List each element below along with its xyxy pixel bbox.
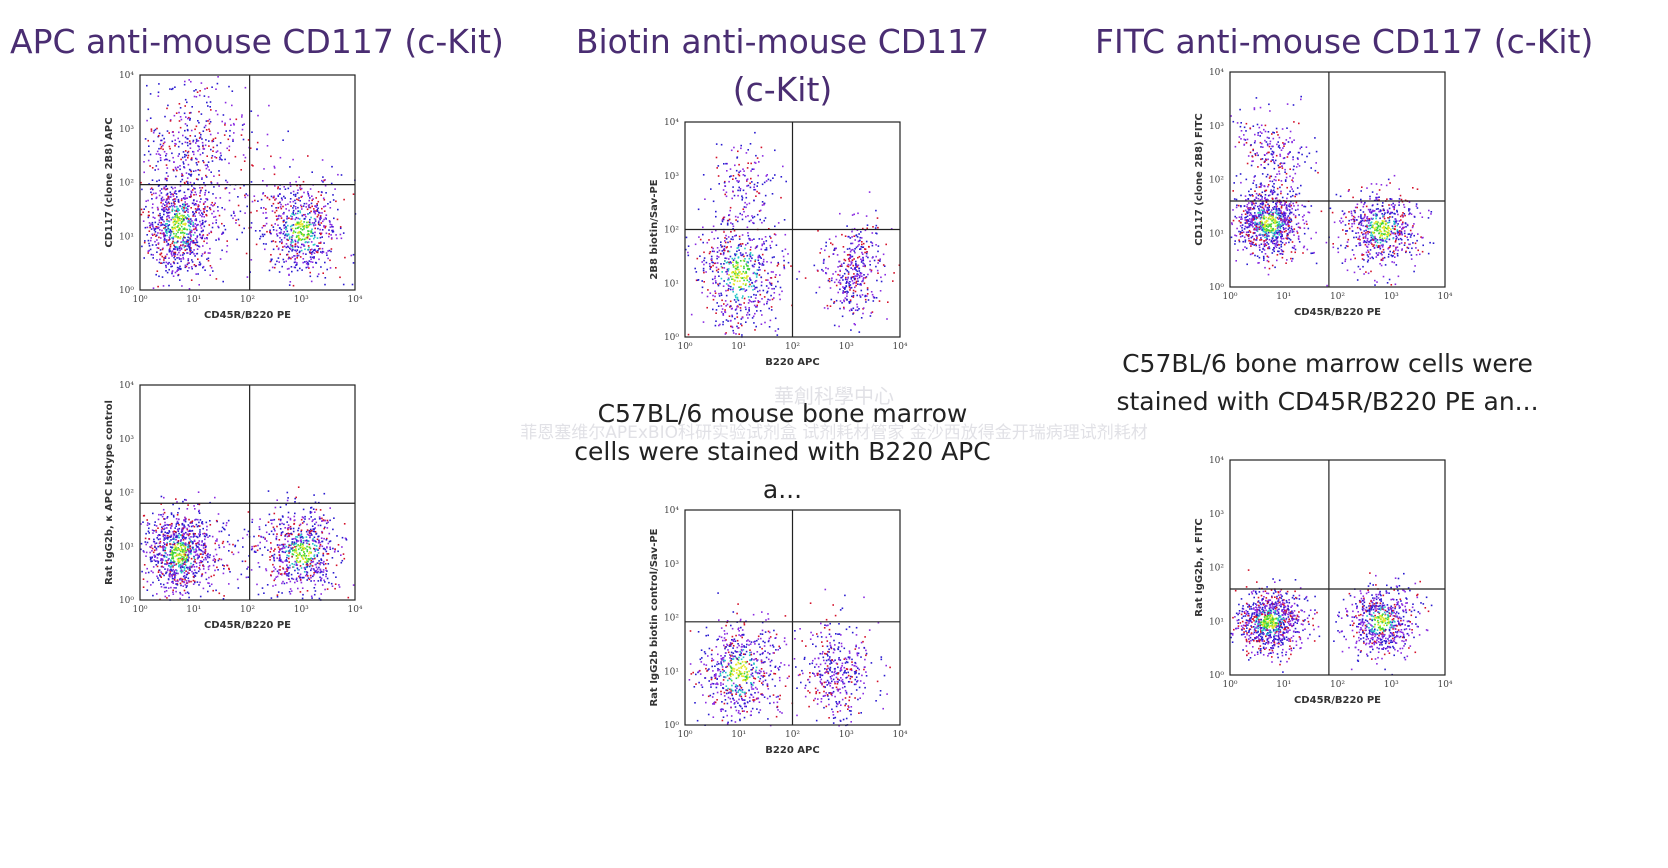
y-axis-label: Rat IgG2b biotin control/Sav-PE [649,528,660,706]
x-tick-label: 10⁰ [132,605,147,615]
x-tick-label: 10¹ [1276,680,1291,690]
x-tick-label: 10⁴ [347,605,362,615]
y-tick-label: 10² [664,614,679,624]
x-tick-label: 10² [1330,680,1345,690]
x-tick-label: 10² [240,605,255,615]
event-dots [685,131,901,338]
event-dots [140,486,355,601]
y-axis-label: Rat IgG2b, κ FITC [1194,518,1205,617]
y-tick-label: 10² [1209,564,1224,574]
x-tick-label: 10³ [839,342,854,352]
y-tick-label: 10¹ [1209,229,1224,239]
x-tick-label: 10² [240,295,255,305]
x-tick-label: 10¹ [186,295,201,305]
x-axis-label: B220 APC [765,745,819,756]
x-tick-label: 10³ [294,295,309,305]
x-tick-label: 10³ [1384,680,1399,690]
x-tick-label: 10² [1330,292,1345,302]
x-tick-label: 10⁴ [1437,292,1452,302]
product-title-biotin[interactable]: Biotin anti-mouse CD117 (c-Kit) [575,22,990,109]
product-caption-biotin[interactable]: C57BL/6 mouse bone marrow cells were sta… [574,399,991,504]
y-tick-label: 10³ [664,560,679,570]
y-axis-label: CD117 (clone 2B8) APC [104,117,115,247]
product-title-fitc[interactable]: FITC anti-mouse CD117 (c-Kit) [1095,22,1594,61]
plot-frame [139,74,356,291]
y-tick-label: 10³ [1209,122,1224,132]
plot-frame [1229,71,1446,288]
y-tick-label: 10⁰ [1209,283,1224,293]
x-axis-label: CD45R/B220 PE [204,310,291,321]
y-tick-label: 10³ [1209,510,1224,520]
y-tick-label: 10⁰ [664,721,679,731]
y-axis-label: Rat IgG2b, κ APC Isotype control [104,400,115,585]
x-tick-label: 10⁰ [677,730,692,740]
product-title-apc[interactable]: APC anti-mouse CD117 (c-Kit) [10,22,504,61]
y-tick-label: 10⁰ [1209,671,1224,681]
y-tick-label: 10⁴ [1209,456,1224,466]
event-dots [1230,569,1433,676]
y-tick-label: 10⁰ [119,596,134,606]
y-axis-label: 2B8 biotin/Sav-PE [649,179,660,279]
y-tick-label: 10² [119,489,134,499]
x-tick-label: 10¹ [731,342,746,352]
y-tick-label: 10³ [664,172,679,182]
x-tick-label: 10³ [839,730,854,740]
event-dots [688,588,891,727]
y-tick-label: 10¹ [1209,617,1224,627]
x-tick-label: 10³ [1384,292,1399,302]
x-tick-label: 10¹ [1276,292,1291,302]
x-axis-label: CD45R/B220 PE [1294,695,1381,706]
event-dots [140,76,357,290]
y-tick-label: 10⁰ [664,333,679,343]
x-tick-label: 10⁴ [892,342,907,352]
x-tick-label: 10² [785,730,800,740]
x-tick-label: 10⁴ [1437,680,1452,690]
x-tick-label: 10¹ [731,730,746,740]
y-tick-label: 10⁰ [119,286,134,296]
y-tick-label: 10¹ [119,232,134,242]
x-tick-label: 10¹ [186,605,201,615]
plot-frame [139,384,356,601]
x-tick-label: 10² [785,342,800,352]
event-dots [1230,95,1435,287]
y-tick-label: 10⁴ [119,71,134,81]
y-tick-label: 10¹ [664,279,679,289]
x-tick-label: 10⁰ [1222,680,1237,690]
x-tick-label: 10³ [294,605,309,615]
plot-frame [1229,459,1446,676]
y-tick-label: 10¹ [119,542,134,552]
y-tick-label: 10³ [119,435,134,445]
x-tick-label: 10⁰ [677,342,692,352]
y-tick-label: 10⁴ [664,506,679,516]
y-tick-label: 10² [1209,176,1224,186]
x-axis-label: B220 APC [765,357,819,368]
x-tick-label: 10⁰ [132,295,147,305]
y-tick-label: 10³ [119,125,134,135]
product-caption-fitc[interactable]: C57BL/6 bone marrow cells were stained w… [1116,349,1539,416]
x-axis-label: CD45R/B220 PE [204,620,291,631]
y-tick-label: 10⁴ [119,381,134,391]
y-tick-label: 10² [119,179,134,189]
x-tick-label: 10⁰ [1222,292,1237,302]
x-axis-label: CD45R/B220 PE [1294,307,1381,318]
y-tick-label: 10⁴ [1209,68,1224,78]
y-axis-label: CD117 (clone 2B8) FITC [1194,113,1205,245]
y-tick-label: 10⁴ [664,118,679,128]
x-tick-label: 10⁴ [347,295,362,305]
y-tick-label: 10² [664,226,679,236]
x-tick-label: 10⁴ [892,730,907,740]
y-tick-label: 10¹ [664,667,679,677]
